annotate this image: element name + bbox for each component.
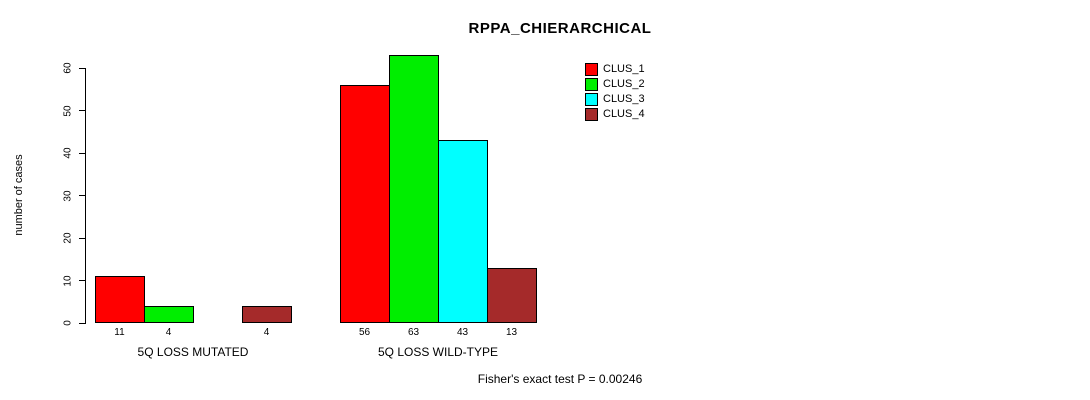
bar-value-label: 4 bbox=[165, 327, 172, 338]
legend-label: CLUS_4 bbox=[603, 108, 645, 120]
bar-value-label: 56 bbox=[358, 327, 371, 338]
y-tick-mark bbox=[79, 152, 85, 154]
chart-title: RPPA_CHIERARCHICAL bbox=[468, 20, 652, 37]
y-tick-mark bbox=[79, 322, 85, 324]
legend-row: CLUS_4 bbox=[585, 107, 645, 122]
legend-label: CLUS_2 bbox=[603, 78, 645, 90]
y-axis-title: number of cases bbox=[13, 154, 25, 236]
y-tick-mark bbox=[79, 195, 85, 196]
bar-clus_4 bbox=[487, 268, 537, 323]
legend-swatch-clus_3 bbox=[585, 93, 598, 106]
y-tick-label: 30 bbox=[62, 189, 74, 202]
bar-clus_1 bbox=[340, 85, 390, 323]
legend-label: CLUS_1 bbox=[603, 63, 645, 75]
y-tick-label: 40 bbox=[62, 147, 74, 159]
legend-row: CLUS_1 bbox=[585, 62, 645, 77]
chart-legend: CLUS_1 CLUS_2 CLUS_3 CLUS_4 bbox=[585, 62, 645, 122]
bar-value-label: 43 bbox=[456, 327, 469, 338]
y-tick-mark bbox=[79, 67, 85, 69]
bar-value-label: 13 bbox=[505, 327, 518, 338]
bar-clus_2 bbox=[389, 55, 439, 323]
bar-clus_2 bbox=[144, 306, 194, 323]
legend-swatch-clus_2 bbox=[585, 78, 598, 91]
y-tick-label: 60 bbox=[62, 62, 74, 74]
footnote-text: Fisher's exact test P = 0.00246 bbox=[477, 372, 643, 386]
y-tick-mark bbox=[79, 110, 85, 111]
legend-swatch-clus_1 bbox=[585, 63, 598, 76]
legend-swatch-clus_4 bbox=[585, 108, 598, 121]
category-label: 5Q LOSS WILD-TYPE bbox=[377, 345, 499, 359]
legend-row: CLUS_2 bbox=[585, 77, 645, 92]
y-tick-label: 20 bbox=[62, 232, 74, 244]
y-tick-mark bbox=[79, 237, 85, 239]
y-tick-label: 50 bbox=[62, 104, 74, 117]
y-axis-line bbox=[85, 68, 86, 324]
category-label: 5Q LOSS MUTATED bbox=[137, 345, 249, 359]
bar-clus_3 bbox=[438, 140, 488, 323]
bar-value-label: 63 bbox=[407, 327, 420, 338]
y-tick-mark bbox=[79, 280, 85, 281]
bar-clus_4 bbox=[242, 306, 292, 323]
legend-label: CLUS_3 bbox=[603, 93, 645, 105]
bar-value-label: 11 bbox=[114, 327, 125, 338]
y-tick-label: 0 bbox=[62, 320, 74, 326]
bar-value-label: 4 bbox=[263, 327, 270, 338]
y-tick-label: 10 bbox=[62, 274, 74, 287]
legend-row: CLUS_3 bbox=[585, 92, 645, 107]
bar-clus_1 bbox=[95, 276, 145, 323]
